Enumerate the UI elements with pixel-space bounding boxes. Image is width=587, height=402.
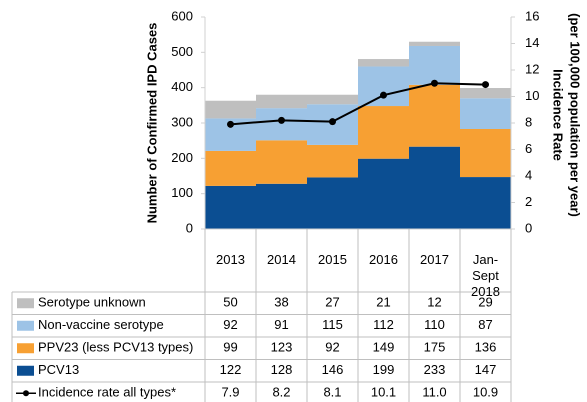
bar-segment bbox=[205, 150, 256, 186]
line-marker bbox=[380, 91, 387, 99]
table-value: 10.9 bbox=[473, 385, 498, 400]
table-value: 21 bbox=[376, 295, 390, 310]
legend-key bbox=[17, 298, 34, 309]
x-tick-label: 2016 bbox=[369, 252, 398, 267]
table-value: 92 bbox=[223, 317, 237, 332]
bar-segment bbox=[307, 177, 358, 229]
y-tick-label: 0 bbox=[186, 220, 193, 235]
bar-segment bbox=[256, 94, 307, 109]
bar-segment bbox=[358, 106, 409, 159]
table-value: 10.1 bbox=[371, 385, 396, 400]
bar-segment bbox=[460, 129, 511, 178]
y2-tick-label: 10 bbox=[525, 88, 539, 103]
x-tick-label: 2014 bbox=[267, 252, 296, 267]
legend-label: Serotype unknown bbox=[38, 295, 146, 310]
bar-segment bbox=[358, 59, 409, 67]
y-tick-label: 200 bbox=[171, 150, 193, 165]
y2-tick-label: 0 bbox=[525, 220, 532, 235]
y2-axis-label: Incidence Rate bbox=[551, 69, 566, 161]
y2-tick-label: 14 bbox=[525, 35, 539, 50]
table-value: 8.1 bbox=[323, 385, 341, 400]
table-value: 8.2 bbox=[272, 385, 290, 400]
table-value: 123 bbox=[271, 340, 293, 355]
table-value: 175 bbox=[424, 340, 446, 355]
y2-tick-label: 8 bbox=[525, 114, 532, 129]
table-value: 112 bbox=[373, 317, 394, 332]
legend-label: PPV23 (less PCV13 types) bbox=[38, 340, 193, 355]
line-marker bbox=[482, 81, 489, 89]
table-value: 233 bbox=[424, 362, 446, 377]
table-value: 12 bbox=[427, 295, 441, 310]
y-tick-label: 600 bbox=[171, 8, 193, 23]
table-value: 29 bbox=[478, 295, 492, 310]
y2-axis-label: (per 100,000 population per year) bbox=[568, 13, 583, 217]
line-marker bbox=[227, 120, 234, 128]
bar-segment bbox=[205, 185, 256, 229]
y-tick-label: 500 bbox=[171, 44, 193, 59]
table-value: 27 bbox=[325, 295, 339, 310]
table-value: 11.0 bbox=[422, 385, 446, 400]
x-tick-label: 2017 bbox=[420, 252, 449, 267]
y-tick-label: 300 bbox=[171, 114, 193, 129]
table-value: 38 bbox=[274, 295, 288, 310]
y2-tick-label: 4 bbox=[525, 167, 532, 182]
legend-key bbox=[17, 365, 34, 376]
bar-segment bbox=[460, 98, 511, 130]
table-value: 50 bbox=[223, 295, 237, 310]
x-tick-label: Jan-Sept 2018 bbox=[471, 252, 500, 299]
x-tick-label: 2015 bbox=[318, 252, 347, 267]
line-marker bbox=[329, 118, 336, 126]
table-value: 199 bbox=[373, 362, 395, 377]
line-marker bbox=[431, 79, 438, 87]
table-value: 92 bbox=[325, 340, 339, 355]
line-series bbox=[230, 82, 486, 126]
table-value: 99 bbox=[223, 340, 237, 355]
legend-key bbox=[23, 390, 29, 397]
y-axis-label: Number of Confirmed IPD Cases bbox=[144, 23, 159, 224]
bar-segment bbox=[256, 140, 307, 184]
bar-segment bbox=[307, 94, 358, 105]
y-tick-label: 400 bbox=[171, 79, 193, 94]
table-value: 122 bbox=[220, 362, 242, 377]
y2-tick-label: 2 bbox=[525, 194, 532, 209]
bar-segment bbox=[409, 84, 460, 147]
y-tick-label: 100 bbox=[171, 185, 193, 200]
bar-segment bbox=[205, 100, 256, 119]
bar-segment bbox=[409, 41, 460, 46]
line-marker bbox=[278, 116, 285, 124]
y2-tick-label: 16 bbox=[525, 8, 539, 23]
bar-segment bbox=[460, 88, 511, 99]
table-value: 136 bbox=[475, 340, 497, 355]
table-value: 110 bbox=[424, 317, 445, 332]
y2-tick-label: 6 bbox=[525, 141, 532, 156]
bar-segment bbox=[307, 144, 358, 178]
bar-segment bbox=[460, 177, 511, 229]
y2-tick-label: 12 bbox=[525, 61, 539, 76]
bar-segment bbox=[256, 108, 307, 141]
table-value: 87 bbox=[478, 317, 492, 332]
x-tick-label: 2013 bbox=[216, 252, 245, 267]
bar-segment bbox=[409, 146, 460, 229]
table-value: 146 bbox=[322, 362, 344, 377]
bar-segment bbox=[358, 66, 409, 107]
legend-key bbox=[17, 320, 34, 331]
bar-segment bbox=[409, 45, 460, 85]
table-value: 147 bbox=[475, 362, 497, 377]
table-value: 91 bbox=[274, 317, 288, 332]
legend-label: Non-vaccine serotype bbox=[38, 317, 164, 332]
legend-label: PCV13 bbox=[38, 362, 79, 377]
bar-segment bbox=[358, 158, 409, 229]
table-value: 149 bbox=[373, 340, 395, 355]
bar-segment bbox=[256, 183, 307, 229]
table-value: 115 bbox=[322, 317, 343, 332]
table-value: 7.9 bbox=[221, 385, 239, 400]
legend-label: Incidence rate all types* bbox=[38, 385, 176, 400]
legend-key bbox=[17, 343, 34, 354]
table-value: 128 bbox=[271, 362, 293, 377]
